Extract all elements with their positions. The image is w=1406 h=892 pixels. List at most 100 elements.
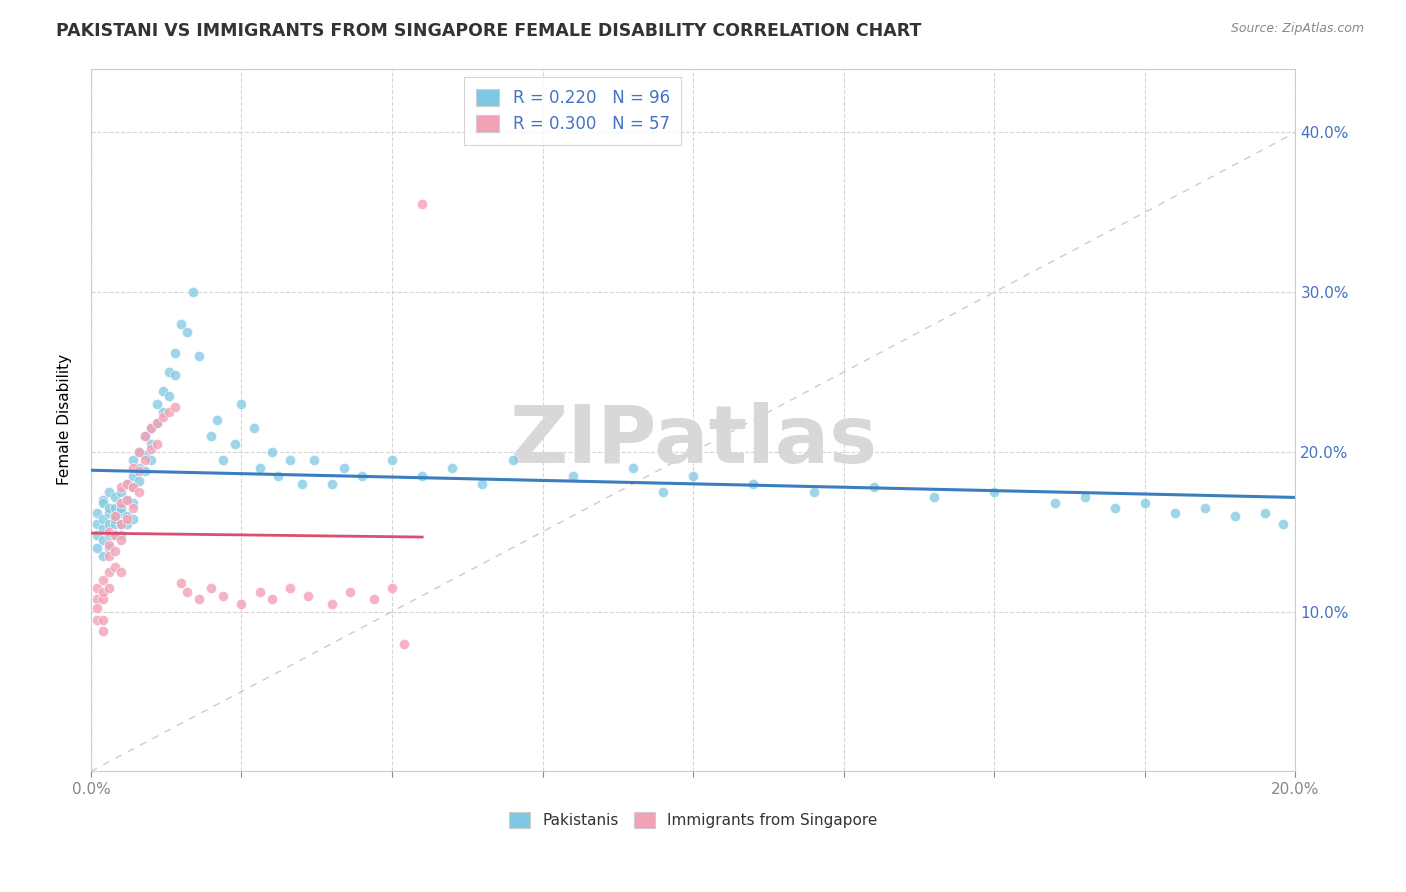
Point (104, 508, 127, 523)
Point (110, 496, 132, 510)
Point (170, 317, 193, 331)
Point (157, 365, 180, 379)
Text: PAKISTANI VS IMMIGRANTS FROM SINGAPORE FEMALE DISABILITY CORRELATION CHART: PAKISTANI VS IMMIGRANTS FROM SINGAPORE F… (56, 22, 921, 40)
Point (441, 461, 464, 475)
Point (200, 581, 222, 595)
Point (86, 528, 108, 542)
Point (224, 437, 246, 451)
Point (134, 453, 156, 467)
Point (122, 500, 145, 515)
Point (128, 445, 150, 459)
Point (98, 537, 121, 551)
Point (321, 476, 343, 491)
Point (122, 461, 145, 475)
Point (392, 636, 415, 650)
Point (231, 397, 253, 411)
Point (165, 400, 187, 414)
Point (86, 541, 108, 555)
Point (278, 581, 301, 595)
Point (188, 591, 211, 606)
Point (86, 581, 108, 595)
Point (922, 490, 945, 504)
Point (1164, 506, 1187, 520)
Text: ZIPatlas: ZIPatlas (509, 402, 877, 480)
Point (141, 437, 163, 451)
Point (110, 496, 132, 510)
Point (110, 506, 132, 520)
Point (115, 516, 138, 531)
Point (176, 325, 198, 339)
Point (297, 589, 319, 603)
Point (128, 461, 150, 475)
Point (134, 429, 156, 443)
Point (91, 624, 114, 638)
Point (146, 416, 169, 430)
Point (91, 613, 114, 627)
Point (86, 601, 108, 615)
Point (1254, 506, 1277, 520)
Point (115, 512, 138, 526)
Point (165, 368, 187, 383)
Point (381, 581, 404, 595)
Point (471, 476, 494, 491)
Point (1194, 500, 1216, 515)
Point (104, 544, 127, 558)
Point (157, 389, 180, 403)
Point (98, 565, 121, 579)
Point (212, 589, 235, 603)
Point (104, 490, 127, 504)
Point (411, 468, 433, 483)
Point (86, 506, 108, 520)
Point (682, 468, 704, 483)
Point (91, 549, 114, 563)
Point (110, 516, 132, 531)
Point (141, 442, 163, 456)
Point (333, 461, 356, 475)
Point (115, 492, 138, 507)
Point (91, 591, 114, 606)
Point (260, 445, 283, 459)
Point (98, 541, 121, 555)
Point (110, 480, 132, 494)
Point (104, 528, 127, 542)
Point (652, 484, 675, 499)
Point (91, 492, 114, 507)
Point (242, 421, 264, 435)
Point (363, 591, 385, 606)
Point (122, 468, 145, 483)
Point (91, 533, 114, 547)
Point (98, 506, 121, 520)
Point (115, 476, 138, 491)
Point (98, 581, 121, 595)
Point (165, 346, 187, 360)
Point (91, 496, 114, 510)
Point (181, 285, 204, 300)
Point (152, 384, 174, 399)
Point (983, 484, 1005, 499)
Point (1133, 496, 1156, 510)
Point (98, 549, 121, 563)
Point (122, 453, 145, 467)
Point (170, 575, 193, 590)
Point (278, 453, 301, 467)
Point (863, 480, 886, 494)
Point (1073, 490, 1095, 504)
Point (146, 416, 169, 430)
Point (122, 496, 145, 510)
Point (561, 468, 583, 483)
Point (152, 405, 174, 419)
Point (141, 421, 163, 435)
Point (91, 585, 114, 599)
Point (86, 613, 108, 627)
Point (249, 461, 271, 475)
Point (302, 453, 325, 467)
Point (128, 464, 150, 478)
Point (621, 461, 644, 475)
Point (231, 597, 253, 611)
Point (98, 516, 121, 531)
Point (134, 448, 156, 462)
Point (141, 421, 163, 435)
Point (188, 349, 211, 363)
Point (104, 516, 127, 531)
Point (98, 500, 121, 515)
